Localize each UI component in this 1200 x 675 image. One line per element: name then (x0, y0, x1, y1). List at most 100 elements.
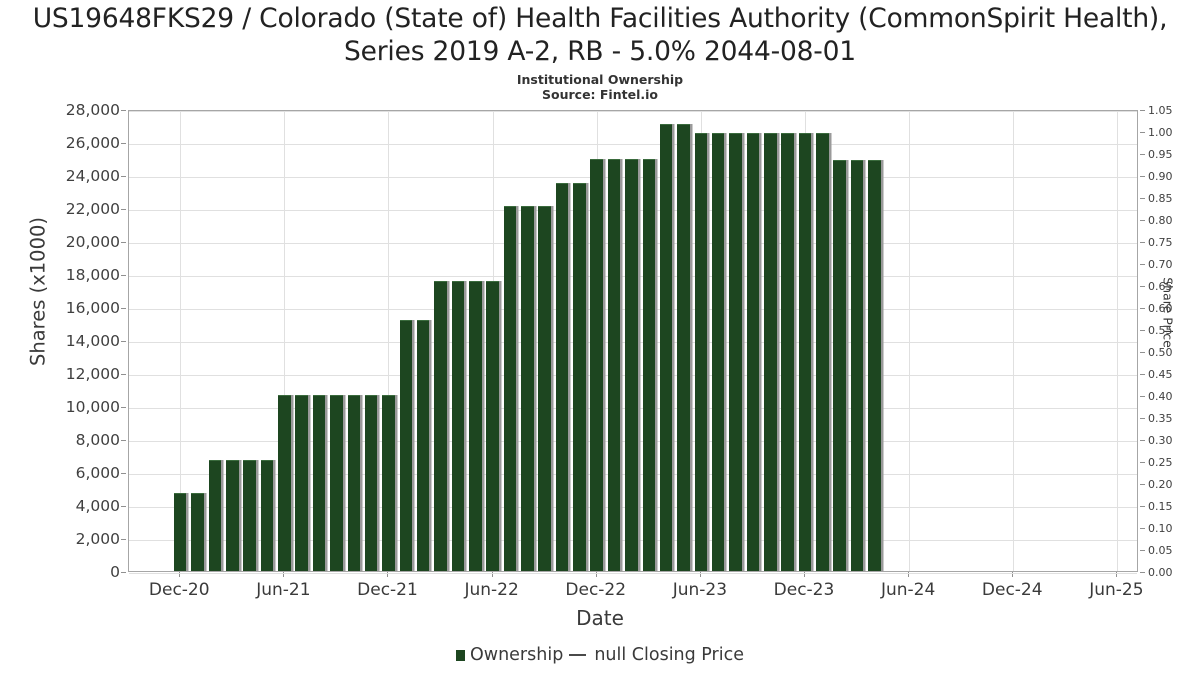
x-axis-tick-label: Jun-23 (640, 571, 760, 600)
table-row[interactable] (382, 395, 396, 571)
x-axis-tick-label: Dec-23 (744, 571, 864, 600)
line-swatch-icon (569, 654, 587, 656)
tick-mark (121, 209, 126, 210)
tick-mark (1012, 571, 1014, 577)
table-row[interactable] (260, 460, 274, 571)
table-row[interactable] (503, 206, 517, 571)
gridline-horizontal (129, 144, 1137, 145)
y2-axis-tick-label: 0.40 (1140, 391, 1188, 402)
gridline-horizontal (129, 573, 1137, 574)
table-row[interactable] (226, 460, 240, 571)
tick-mark (1140, 198, 1145, 199)
table-row[interactable] (364, 395, 378, 571)
table-row[interactable] (833, 160, 847, 571)
table-row[interactable] (243, 460, 257, 571)
table-row[interactable] (590, 158, 604, 571)
tick-mark (1140, 418, 1145, 419)
table-row[interactable] (764, 132, 778, 571)
table-row[interactable] (278, 395, 292, 571)
table-row[interactable] (816, 132, 830, 571)
y-axis-tick-label: 0 (24, 564, 126, 580)
table-row[interactable] (538, 206, 552, 571)
legend-item-ownership[interactable]: Ownership (455, 645, 564, 665)
y-axis-tick-label: 20,000 (24, 234, 126, 250)
tick-mark (1140, 110, 1145, 111)
table-row[interactable] (677, 123, 691, 571)
y2-axis-tick-label: 0.50 (1140, 347, 1188, 358)
tick-mark (491, 571, 493, 577)
table-row[interactable] (295, 395, 309, 571)
y2-axis-tick-label: 0.45 (1140, 369, 1188, 380)
tick-mark (1140, 506, 1145, 507)
table-row[interactable] (521, 206, 535, 571)
table-row[interactable] (174, 493, 187, 571)
table-row[interactable] (312, 395, 326, 571)
y2-axis-tick-label: 0.30 (1140, 435, 1188, 446)
tick-mark (121, 242, 126, 243)
tick-mark (1140, 154, 1145, 155)
chart-subtitle: Institutional Ownership (516, 72, 684, 87)
gridline-horizontal (129, 111, 1137, 112)
tick-mark (908, 571, 910, 577)
table-row[interactable] (659, 123, 673, 571)
table-row[interactable] (625, 158, 639, 571)
table-row[interactable] (850, 160, 864, 571)
tick-mark (1140, 528, 1145, 529)
table-row[interactable] (607, 158, 621, 571)
tick-mark (1140, 264, 1145, 265)
gridline-vertical (388, 111, 390, 571)
y2-axis-tick-label: 1.00 (1140, 127, 1188, 138)
tick-mark (121, 143, 126, 144)
table-row[interactable] (746, 132, 760, 571)
x-axis-tick-label: Jun-21 (223, 571, 343, 600)
y2-axis-tick-label: 0.70 (1140, 259, 1188, 270)
legend-label-closing-price: null Closing Price (594, 645, 745, 665)
table-row[interactable] (642, 158, 656, 571)
tick-mark (803, 571, 805, 577)
tick-mark (1140, 132, 1145, 133)
tick-mark (1140, 242, 1145, 243)
table-row[interactable] (798, 132, 812, 571)
table-row[interactable] (573, 183, 587, 571)
table-row[interactable] (208, 460, 222, 571)
table-row[interactable] (434, 280, 448, 571)
chart-title-block: US19648FKS29 / Colorado (State of) Healt… (0, 2, 1200, 102)
y2-axis-tick-label: 0.25 (1140, 457, 1188, 468)
tick-mark (121, 506, 126, 507)
table-row[interactable] (451, 280, 465, 571)
tick-mark (1140, 572, 1145, 573)
y2-axis-tick-label: 0.10 (1140, 523, 1188, 534)
bar-series-ownership (129, 111, 1137, 571)
y-axis-tick-label: 16,000 (24, 300, 126, 316)
table-row[interactable] (416, 320, 430, 571)
x-axis-tick-label: Dec-20 (119, 571, 239, 600)
table-row[interactable] (191, 493, 205, 571)
table-row[interactable] (469, 280, 483, 571)
legend-item-closing-price[interactable]: null Closing Price (563, 645, 744, 665)
table-row[interactable] (711, 132, 725, 571)
tick-mark (121, 308, 126, 309)
y2-axis-tick-label: 0.95 (1140, 149, 1188, 160)
y-axis-tick-label: 18,000 (24, 267, 126, 283)
y2-axis-tick-label: 0.60 (1140, 303, 1188, 314)
table-row[interactable] (555, 183, 569, 571)
tick-mark (121, 407, 126, 408)
table-row[interactable] (868, 160, 882, 571)
legend-label-ownership: Ownership (469, 645, 564, 665)
table-row[interactable] (694, 132, 708, 571)
chart-source: Source: Fintel.io (542, 87, 658, 102)
y2-axis-tick-label: 0.75 (1140, 237, 1188, 248)
tick-mark (699, 571, 701, 577)
tick-mark (1140, 286, 1145, 287)
table-row[interactable] (330, 395, 344, 571)
table-row[interactable] (486, 280, 500, 571)
table-row[interactable] (347, 395, 361, 571)
tick-mark (1140, 374, 1145, 375)
y-axis-tick-label: 28,000 (24, 102, 126, 118)
tick-mark (1140, 440, 1145, 441)
table-row[interactable] (781, 132, 795, 571)
table-row[interactable] (399, 320, 413, 571)
table-row[interactable] (729, 132, 743, 571)
y2-axis-tick-label: 0.65 (1140, 281, 1188, 292)
